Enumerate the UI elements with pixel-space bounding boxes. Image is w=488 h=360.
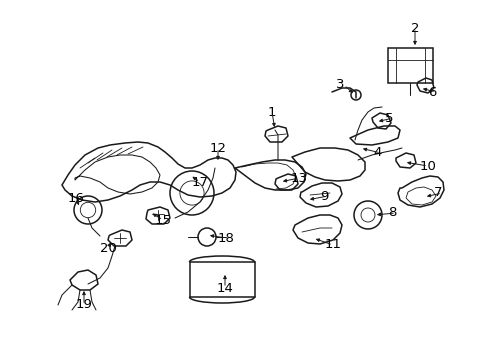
Text: 10: 10 [419,159,436,172]
Text: 9: 9 [319,189,328,202]
Text: 4: 4 [372,147,381,159]
Text: 8: 8 [387,207,396,220]
Text: 11: 11 [325,238,341,252]
Text: 12: 12 [209,141,226,154]
Text: 14: 14 [216,282,233,294]
Text: 18: 18 [218,231,234,244]
Text: 2: 2 [410,22,418,35]
Text: 16: 16 [68,192,85,204]
Text: 5: 5 [384,112,393,125]
Text: 6: 6 [427,85,435,99]
Text: 13: 13 [290,171,307,184]
Text: 1: 1 [267,105,276,118]
Text: 15: 15 [155,213,172,226]
Text: 3: 3 [335,78,344,91]
Text: 20: 20 [100,242,117,255]
Text: 19: 19 [76,298,92,311]
Text: 17: 17 [192,175,208,189]
Text: 7: 7 [433,186,442,199]
